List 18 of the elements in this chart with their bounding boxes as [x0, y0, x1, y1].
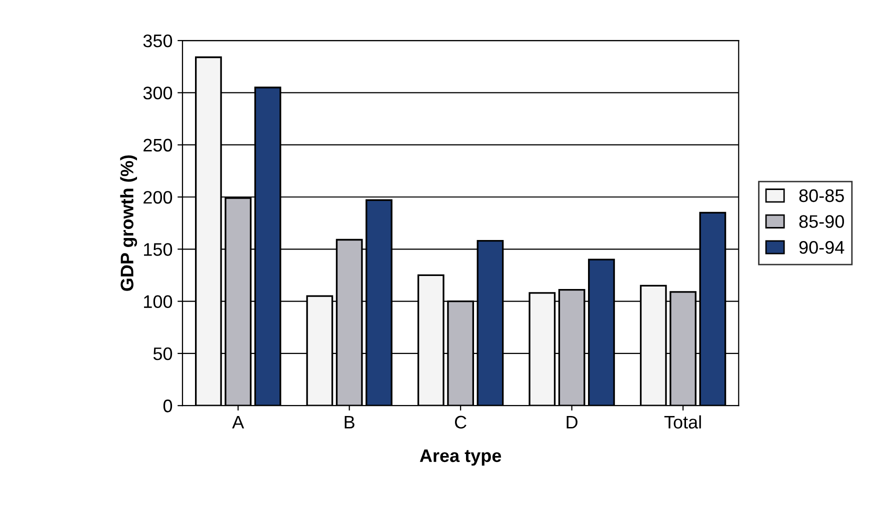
y-tick-label: 50: [153, 347, 172, 360]
x-tick-label: B: [344, 416, 354, 428]
legend-label: 85-90: [799, 215, 844, 228]
y-tick-label: 250: [144, 138, 172, 152]
x-tick-label: Total: [664, 415, 701, 429]
x-tick-label: D: [566, 416, 578, 428]
legend-label: 80-85: [799, 189, 844, 202]
y-tick-label: 150: [144, 243, 172, 256]
y-tick-label: 200: [144, 190, 172, 204]
y-tick-label: 350: [143, 34, 172, 48]
y-tick-label: 300: [143, 86, 172, 100]
y-axis-title: GDP growth (%): [120, 155, 138, 291]
x-tick-label: C: [454, 416, 466, 429]
x-axis-title: Area type: [420, 449, 502, 466]
legend-label: 90-94: [799, 241, 844, 254]
y-tick-label: 0: [163, 400, 172, 412]
x-tick-label: A: [232, 416, 244, 428]
y-tick-label: 100: [144, 295, 172, 308]
